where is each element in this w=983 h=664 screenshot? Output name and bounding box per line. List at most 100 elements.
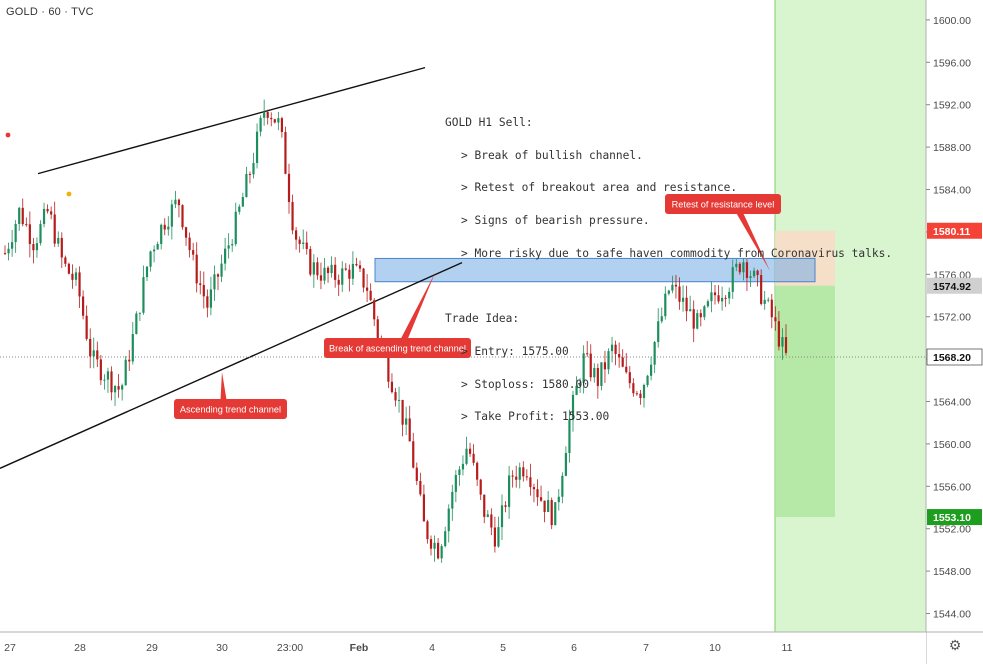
candle-body [564, 453, 567, 476]
candle-body [149, 251, 152, 267]
x-tick-label: 29 [146, 642, 158, 654]
settings-gear-icon[interactable]: ⚙ [948, 638, 962, 654]
candle-body [18, 207, 21, 224]
y-tick-label: 1592.00 [933, 100, 971, 112]
candle-body [337, 279, 340, 285]
candle-body [717, 295, 720, 302]
callout-break-pointer [396, 273, 435, 348]
candle-body [728, 291, 731, 299]
resistance-zone [374, 257, 816, 283]
candle-body [628, 372, 631, 384]
candle-body [263, 111, 266, 118]
candle-body [486, 514, 489, 517]
candle-body [110, 371, 113, 393]
candle-body [351, 263, 354, 279]
candle-body [554, 502, 557, 526]
candle-body [117, 386, 120, 390]
candle-body [483, 494, 486, 517]
candle-body [579, 382, 582, 386]
candle-body [170, 204, 173, 227]
price-axis [926, 0, 983, 664]
candle-body [287, 173, 291, 203]
candle-body [227, 245, 230, 249]
candle-body [316, 262, 319, 276]
candle-body [348, 269, 351, 279]
price-label-box [927, 277, 982, 294]
candle-body [476, 462, 479, 480]
candle-body [600, 362, 603, 386]
candle-body [742, 262, 745, 273]
candle-body [586, 353, 589, 355]
candle-body [437, 542, 440, 559]
candle-body [625, 366, 628, 373]
candle-body [291, 202, 294, 231]
candle-body [238, 206, 241, 212]
candle-body [784, 337, 788, 353]
candle-body [639, 393, 642, 399]
x-tick-label: 4 [429, 642, 435, 654]
candle-body [405, 418, 408, 425]
y-tick-label: 1584.00 [933, 185, 971, 197]
candle-body [273, 119, 276, 123]
alert-dot [66, 191, 72, 197]
candle-body [618, 354, 621, 358]
y-tick-label: 1556.00 [933, 481, 971, 493]
candle-body [397, 399, 401, 401]
candle-body [493, 527, 496, 547]
time-axis [0, 632, 926, 664]
candle-body [525, 476, 528, 478]
y-tick-label: 1560.00 [933, 439, 971, 451]
x-tick-label: Feb [350, 642, 369, 654]
note-spacer [445, 281, 892, 292]
candle-body [426, 521, 429, 540]
candle-body [497, 527, 500, 547]
note-reason: > More risky due to safe haven commodity… [461, 246, 893, 260]
candle-body [305, 242, 308, 249]
candle-body [721, 297, 724, 302]
candle-body [64, 257, 67, 264]
candle-body [735, 263, 738, 268]
note-reason: > Break of bullish channel. [461, 148, 643, 162]
candle-body [760, 275, 763, 304]
candle-body [128, 359, 131, 362]
candle-body [160, 224, 163, 244]
candle-body [621, 357, 624, 367]
candle-body [188, 237, 191, 251]
trade-idea-title: Trade Idea: [445, 312, 520, 326]
candle-body [302, 242, 305, 244]
candle-body [518, 467, 521, 480]
y-tick-label: 1596.00 [933, 57, 971, 69]
candle-body [664, 293, 667, 317]
candle-body [376, 319, 379, 339]
callout-retest-label: Retest of resistance level [672, 200, 775, 210]
callout-retest-pointer [731, 204, 770, 271]
candle-body [451, 491, 454, 509]
candle-body [465, 448, 468, 464]
candle-body [614, 344, 617, 355]
candle-body [440, 546, 443, 559]
candle-body [752, 270, 756, 277]
candle-body [536, 489, 539, 498]
candle-body [124, 359, 127, 386]
candle-body [394, 392, 397, 401]
candle-body [71, 273, 74, 280]
callout-retest-box [665, 194, 781, 214]
x-tick-label: 11 [782, 642, 793, 654]
candle-body [131, 333, 134, 362]
candle-body [543, 500, 546, 513]
candle-body [25, 224, 28, 226]
candle-body [326, 267, 330, 274]
candle-body [681, 297, 685, 302]
candle-body [163, 224, 166, 230]
candle-body [575, 385, 578, 395]
candle-body [92, 350, 95, 357]
candle-body [145, 266, 149, 278]
candle-body [82, 296, 85, 316]
price-label: 1580.11 [933, 226, 971, 238]
candle-body [355, 263, 358, 266]
candle-body [323, 267, 326, 281]
candle-body [277, 118, 280, 123]
candle-body [763, 299, 766, 304]
price-label: 1553.10 [933, 512, 971, 524]
